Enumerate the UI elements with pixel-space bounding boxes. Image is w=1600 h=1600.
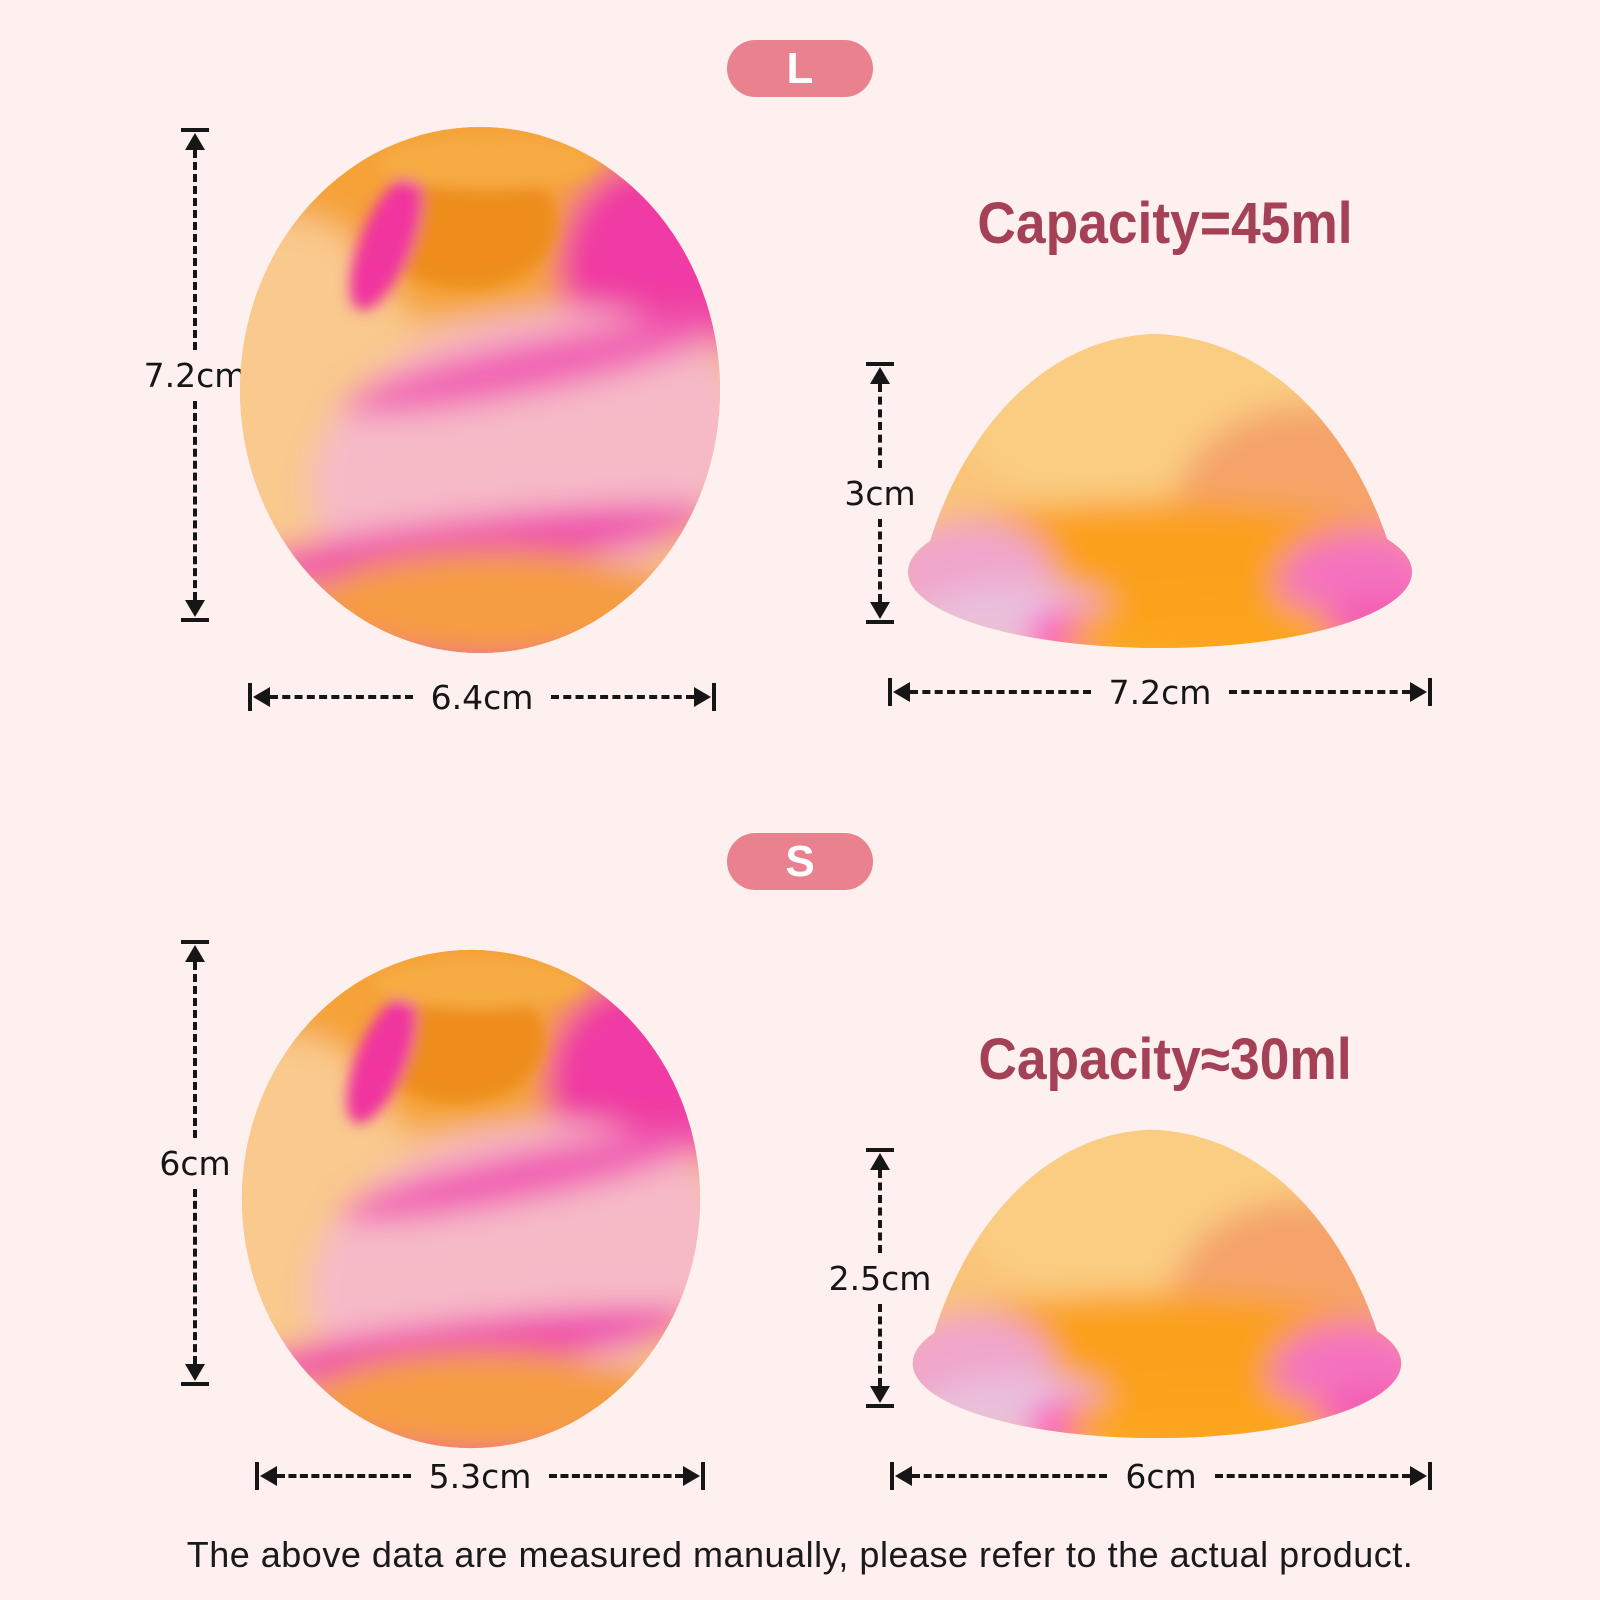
dimension-endcap (866, 620, 894, 624)
dimension-endcap (866, 362, 894, 366)
arrow-down-icon (870, 602, 890, 619)
height-dimension-large-ball: 7.2cm (144, 128, 246, 622)
arrow-right-icon (694, 687, 711, 707)
dimension-endcap (1428, 678, 1432, 706)
arrow-left-icon (895, 1466, 912, 1486)
width-dimension-large-ball: 6.4cm (248, 679, 716, 715)
arrow-down-icon (870, 1386, 890, 1403)
dimension-dash-line (277, 1474, 411, 1478)
height-dimension-large-disc: 3cm (844, 362, 916, 624)
dimension-label: 3cm (844, 473, 916, 513)
dimension-dash-line (878, 1170, 882, 1253)
dimension-endcap (181, 940, 209, 944)
product-disc-image-small (903, 1116, 1407, 1446)
dimension-dash-line (878, 518, 882, 602)
dimension-endcap (255, 1462, 259, 1490)
dimension-dash-line (1229, 690, 1410, 694)
size-badge-small: S (727, 833, 873, 890)
dimension-dash-line (551, 695, 694, 699)
product-disc-image-large (898, 320, 1418, 656)
dimension-dash-line (1214, 1474, 1411, 1478)
dimension-dash-line (270, 695, 413, 699)
size-badge-large-label: L (786, 43, 814, 93)
dimension-endcap (866, 1404, 894, 1408)
dimension-label: 6cm (1125, 1456, 1197, 1496)
dimension-dash-line (878, 1303, 882, 1386)
arrow-left-icon (253, 687, 270, 707)
arrow-down-icon (185, 600, 205, 617)
arrow-up-icon (185, 133, 205, 150)
arrow-up-icon (870, 1153, 890, 1170)
dimension-endcap (866, 1148, 894, 1152)
width-dimension-large-disc: 7.2cm (888, 674, 1432, 710)
width-dimension-small-ball: 5.3cm (255, 1458, 705, 1494)
dimension-dash-line (193, 400, 197, 600)
capacity-heading-small: Capacity≈30ml (978, 1027, 1352, 1092)
dimension-dash-line (193, 1188, 197, 1364)
arrow-right-icon (683, 1466, 700, 1486)
height-dimension-small-ball: 6cm (159, 940, 231, 1386)
dimension-endcap (181, 618, 209, 622)
size-badge-large: L (727, 40, 873, 97)
dimension-label: 2.5cm (828, 1258, 932, 1298)
dimension-dash-line (910, 690, 1091, 694)
dimension-dash-line (878, 384, 882, 468)
arrow-left-icon (260, 1466, 277, 1486)
arrow-right-icon (1410, 682, 1427, 702)
dimension-label: 7.2cm (1108, 672, 1212, 712)
arrow-up-icon (185, 945, 205, 962)
disclaimer-text: The above data are measured manually, pl… (186, 1534, 1414, 1575)
product-ball-image-large (238, 125, 722, 655)
dimension-endcap (1428, 1462, 1433, 1490)
dimension-label: 7.2cm (143, 355, 247, 395)
dimension-label: 6cm (159, 1143, 231, 1183)
width-dimension-small-disc: 6cm (890, 1456, 1433, 1496)
dimension-dash-line (193, 962, 197, 1138)
dimension-dash-line (912, 1474, 1108, 1478)
dimension-endcap (181, 1382, 209, 1386)
dimension-endcap (181, 128, 209, 132)
dimension-endcap (712, 683, 716, 711)
arrow-left-icon (893, 682, 910, 702)
dimension-endcap (890, 1462, 894, 1490)
arrow-down-icon (185, 1364, 205, 1381)
dimension-endcap (701, 1462, 705, 1490)
capacity-heading-large: Capacity=45ml (977, 191, 1353, 256)
dimension-label: 6.4cm (430, 677, 534, 717)
product-ball-image-small (240, 948, 702, 1450)
size-badge-small-label: S (785, 836, 815, 886)
dimension-endcap (888, 678, 892, 706)
dimension-dash-line (549, 1474, 683, 1478)
height-dimension-small-disc: 2.5cm (829, 1148, 931, 1408)
arrow-right-icon (1410, 1466, 1428, 1486)
dimension-label: 5.3cm (428, 1456, 532, 1496)
dimension-dash-line (193, 150, 197, 350)
dimension-endcap (248, 683, 252, 711)
arrow-up-icon (870, 367, 890, 384)
